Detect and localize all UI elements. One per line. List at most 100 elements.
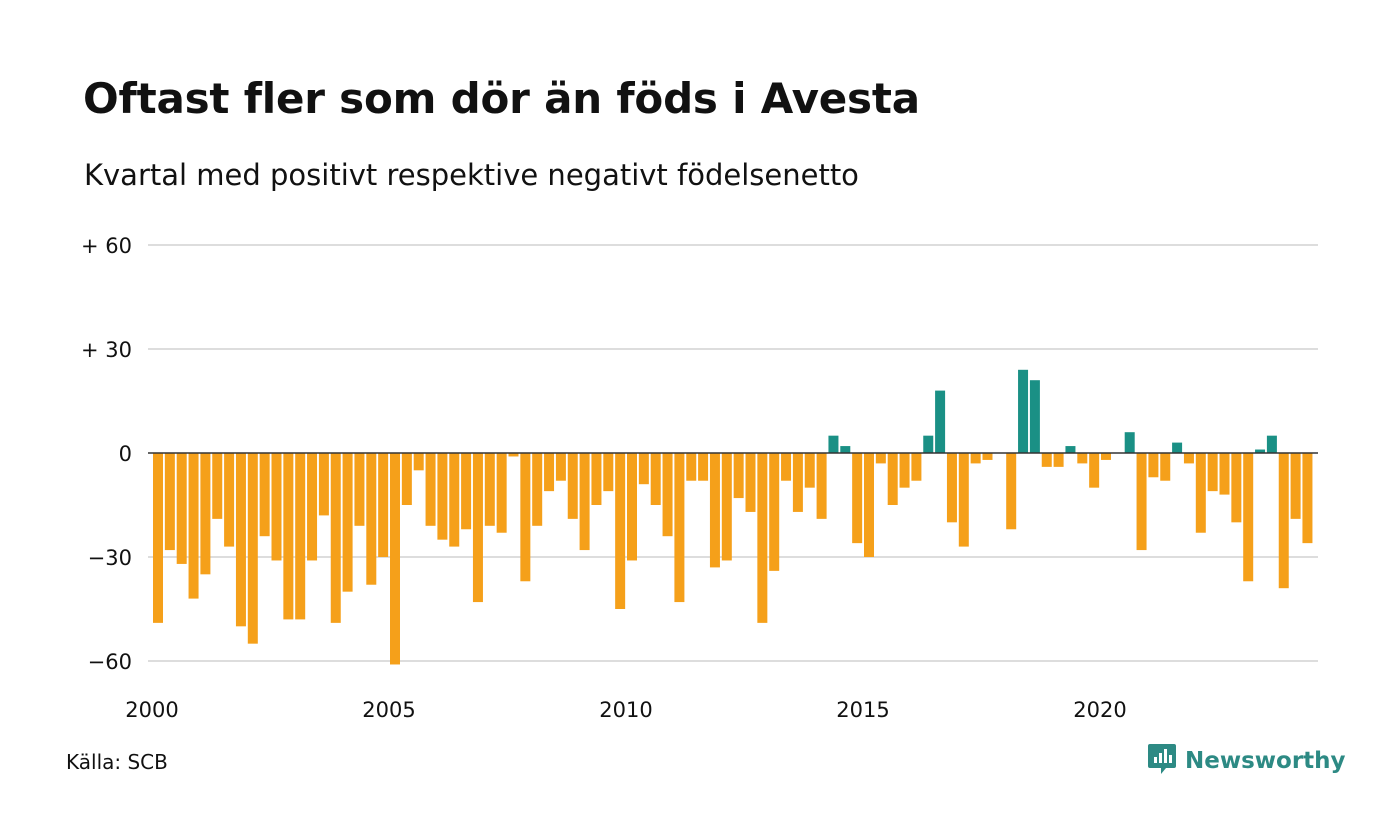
- bar-negative: [413, 453, 424, 471]
- bar-negative: [259, 453, 270, 537]
- bar-negative: [1101, 453, 1111, 460]
- y-axis-labels: + 60 + 30 0 −30 −60: [81, 234, 132, 674]
- bar-positive: [1124, 432, 1135, 453]
- bar-positive: [1266, 435, 1277, 453]
- bar-negative: [366, 453, 377, 585]
- bar-negative: [686, 453, 697, 481]
- bar-negative: [970, 453, 981, 464]
- x-axis-labels: 2000 2005 2010 2015 2020: [125, 698, 1126, 722]
- bar-negative: [437, 453, 448, 540]
- bar-negative: [200, 453, 211, 575]
- bar-negative: [1219, 453, 1230, 495]
- bar-negative: [792, 453, 803, 512]
- bar-negative: [852, 453, 863, 544]
- bar-negative: [627, 453, 637, 561]
- y-tick-label: −60: [88, 650, 132, 674]
- bar-negative: [247, 453, 258, 644]
- bar-negative: [946, 453, 957, 523]
- brand[interactable]: Newsworthy: [1147, 742, 1346, 780]
- bar-negative: [449, 453, 460, 547]
- bar-positive: [1029, 380, 1040, 453]
- bar-negative: [1243, 453, 1254, 582]
- bar-negative: [615, 453, 626, 609]
- bar-negative: [864, 453, 874, 557]
- bar-negative: [591, 453, 602, 505]
- bar-negative: [1278, 453, 1289, 589]
- bar-negative: [532, 453, 543, 526]
- bar-negative: [911, 453, 922, 481]
- bar-negative: [603, 453, 614, 492]
- bar-negative: [781, 453, 792, 481]
- bar-negative: [271, 453, 282, 561]
- bar-negative: [579, 453, 590, 551]
- y-tick-label: −30: [88, 546, 132, 570]
- bar-negative: [342, 453, 353, 592]
- x-tick-label: 2000: [125, 698, 178, 722]
- y-tick-label: 0: [119, 442, 132, 466]
- bar-negative: [958, 453, 969, 547]
- bar-negative: [224, 453, 235, 547]
- bar-negative: [816, 453, 827, 519]
- bar-negative: [153, 453, 163, 623]
- bar-negative: [307, 453, 318, 561]
- bar-negative: [887, 453, 898, 505]
- bar-negative: [567, 453, 578, 519]
- bar-negative: [1136, 453, 1147, 551]
- bar-negative: [662, 453, 673, 537]
- bar-negative: [1089, 453, 1100, 488]
- bar-negative: [176, 453, 187, 564]
- x-tick-label: 2010: [599, 698, 652, 722]
- x-tick-label: 2005: [362, 698, 415, 722]
- bar-positive: [935, 390, 946, 453]
- bar-positive: [1065, 446, 1076, 453]
- bar-negative: [721, 453, 732, 561]
- bar-negative: [650, 453, 661, 505]
- x-tick-label: 2020: [1073, 698, 1126, 722]
- bar-negative: [496, 453, 507, 533]
- bar-negative: [378, 453, 389, 557]
- x-tick-label: 2015: [836, 698, 889, 722]
- bar-negative: [295, 453, 306, 620]
- bar-chart: + 60 + 30 0 −30 −60 2000 2005 2010 2015 2020: [81, 234, 1318, 722]
- bar-negative: [698, 453, 709, 481]
- bar-negative: [1195, 453, 1206, 533]
- bar-negative: [520, 453, 531, 582]
- bar-positive: [1172, 442, 1183, 453]
- bar-positive: [923, 435, 934, 453]
- bar-negative: [1183, 453, 1194, 464]
- bar-negative: [1006, 453, 1017, 530]
- bar-negative: [544, 453, 555, 492]
- bar-negative: [745, 453, 756, 512]
- bar-negative: [875, 453, 886, 464]
- bar-negative: [899, 453, 910, 488]
- bar-negative: [757, 453, 768, 623]
- bars: [153, 369, 1313, 665]
- chart-subtitle: Kvartal med positivt respektive negativt…: [84, 158, 859, 192]
- bar-positive: [828, 435, 839, 453]
- bar-negative: [330, 453, 341, 623]
- bar-negative: [733, 453, 744, 499]
- bar-negative: [318, 453, 329, 516]
- bar-negative: [1290, 453, 1301, 519]
- bar-negative: [769, 453, 780, 571]
- newsworthy-logo-icon: [1147, 742, 1177, 780]
- bar-negative: [164, 453, 175, 551]
- bar-negative: [235, 453, 246, 627]
- bar-negative: [982, 453, 993, 460]
- bar-positive: [1018, 369, 1029, 453]
- bar-negative: [354, 453, 365, 526]
- chart-title: Oftast fler som dör än föds i Avesta: [83, 74, 920, 123]
- bar-negative: [674, 453, 685, 603]
- source-note: Källa: SCB: [66, 750, 168, 774]
- bar-negative: [188, 453, 199, 599]
- bar-negative: [212, 453, 223, 519]
- bar-negative: [401, 453, 412, 505]
- gridlines: [148, 244, 1318, 662]
- bar-negative: [508, 453, 519, 457]
- bar-negative: [1160, 453, 1171, 481]
- bar-negative: [425, 453, 436, 526]
- bar-positive: [840, 446, 851, 453]
- bar-negative: [1207, 453, 1218, 492]
- bar-negative: [1077, 453, 1088, 464]
- bar-negative: [1302, 453, 1313, 544]
